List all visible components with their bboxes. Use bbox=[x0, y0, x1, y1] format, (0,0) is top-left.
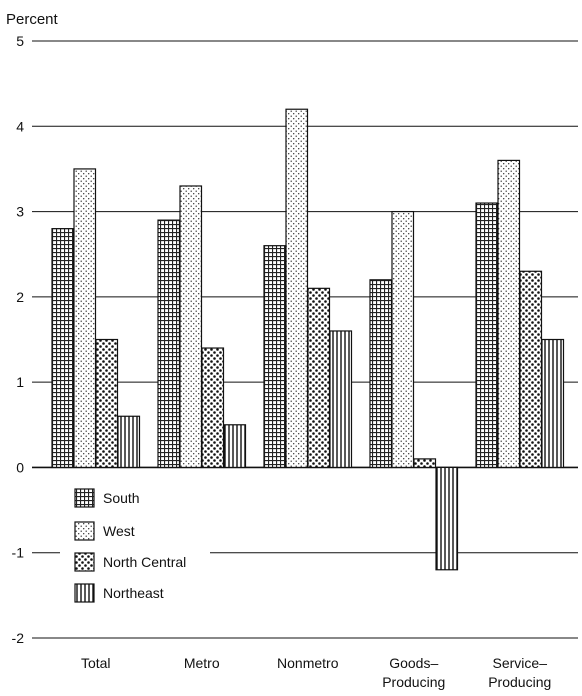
bar-northeast bbox=[223, 424, 247, 469]
bar-northeast bbox=[541, 338, 565, 469]
bar-west bbox=[73, 168, 97, 469]
legend-label-northeast: Northeast bbox=[103, 585, 164, 601]
category-labels: Total Metro Nonmetro Goods– Producing Service… bbox=[81, 655, 551, 690]
category-label: Metro bbox=[184, 655, 220, 671]
y-tick-label: 4 bbox=[16, 118, 24, 134]
bar-northeast bbox=[435, 466, 459, 571]
category-label: Service– Producing bbox=[488, 655, 551, 690]
category-label: Nonmetro bbox=[277, 655, 339, 671]
y-tick-label: 5 bbox=[16, 33, 24, 49]
bar-south bbox=[157, 219, 181, 469]
legend-swatch-north-central bbox=[74, 552, 95, 572]
bar-north-central bbox=[413, 458, 437, 469]
bar-south bbox=[369, 279, 393, 469]
y-tick-labels: -2 -1 0 1 2 3 4 5 bbox=[12, 33, 25, 646]
bar-west bbox=[179, 185, 203, 469]
bar-west bbox=[285, 108, 309, 469]
category-label: Goods– Producing bbox=[382, 655, 445, 690]
legend-item-north-central: North Central bbox=[74, 552, 186, 572]
legend-label-west: West bbox=[103, 523, 135, 539]
bars bbox=[51, 108, 565, 571]
legend-label-north-central: North Central bbox=[103, 554, 186, 570]
bar-south bbox=[51, 228, 75, 469]
y-tick-label: 0 bbox=[16, 459, 24, 475]
legend-swatch-west bbox=[74, 521, 95, 541]
y-tick-label: 1 bbox=[16, 374, 24, 390]
legend-item-northeast: Northeast bbox=[74, 583, 164, 603]
y-tick-label: 2 bbox=[16, 289, 24, 305]
y-axis-label: Percent bbox=[6, 11, 59, 28]
category-label: Total bbox=[81, 655, 111, 671]
bar-south bbox=[263, 245, 287, 469]
y-tick-label: -1 bbox=[12, 545, 25, 561]
bar-north-central bbox=[307, 287, 331, 469]
legend-swatch-northeast bbox=[74, 583, 95, 603]
legend-item-south: South bbox=[74, 488, 140, 508]
legend-item-west: West bbox=[74, 521, 135, 541]
bar-west bbox=[497, 159, 521, 469]
bar-north-central bbox=[95, 338, 119, 469]
bar-south bbox=[475, 202, 499, 469]
bar-northeast bbox=[117, 415, 141, 469]
legend-swatch-south bbox=[74, 488, 95, 508]
legend-label-south: South bbox=[103, 490, 140, 506]
y-tick-label: 3 bbox=[16, 204, 24, 220]
bar-west bbox=[391, 210, 415, 469]
legend: South West North Central Northeast bbox=[60, 481, 210, 609]
bar-north-central bbox=[201, 347, 225, 469]
y-tick-label: -2 bbox=[12, 630, 25, 646]
bar-northeast bbox=[329, 330, 353, 469]
bar-north-central bbox=[519, 270, 543, 469]
